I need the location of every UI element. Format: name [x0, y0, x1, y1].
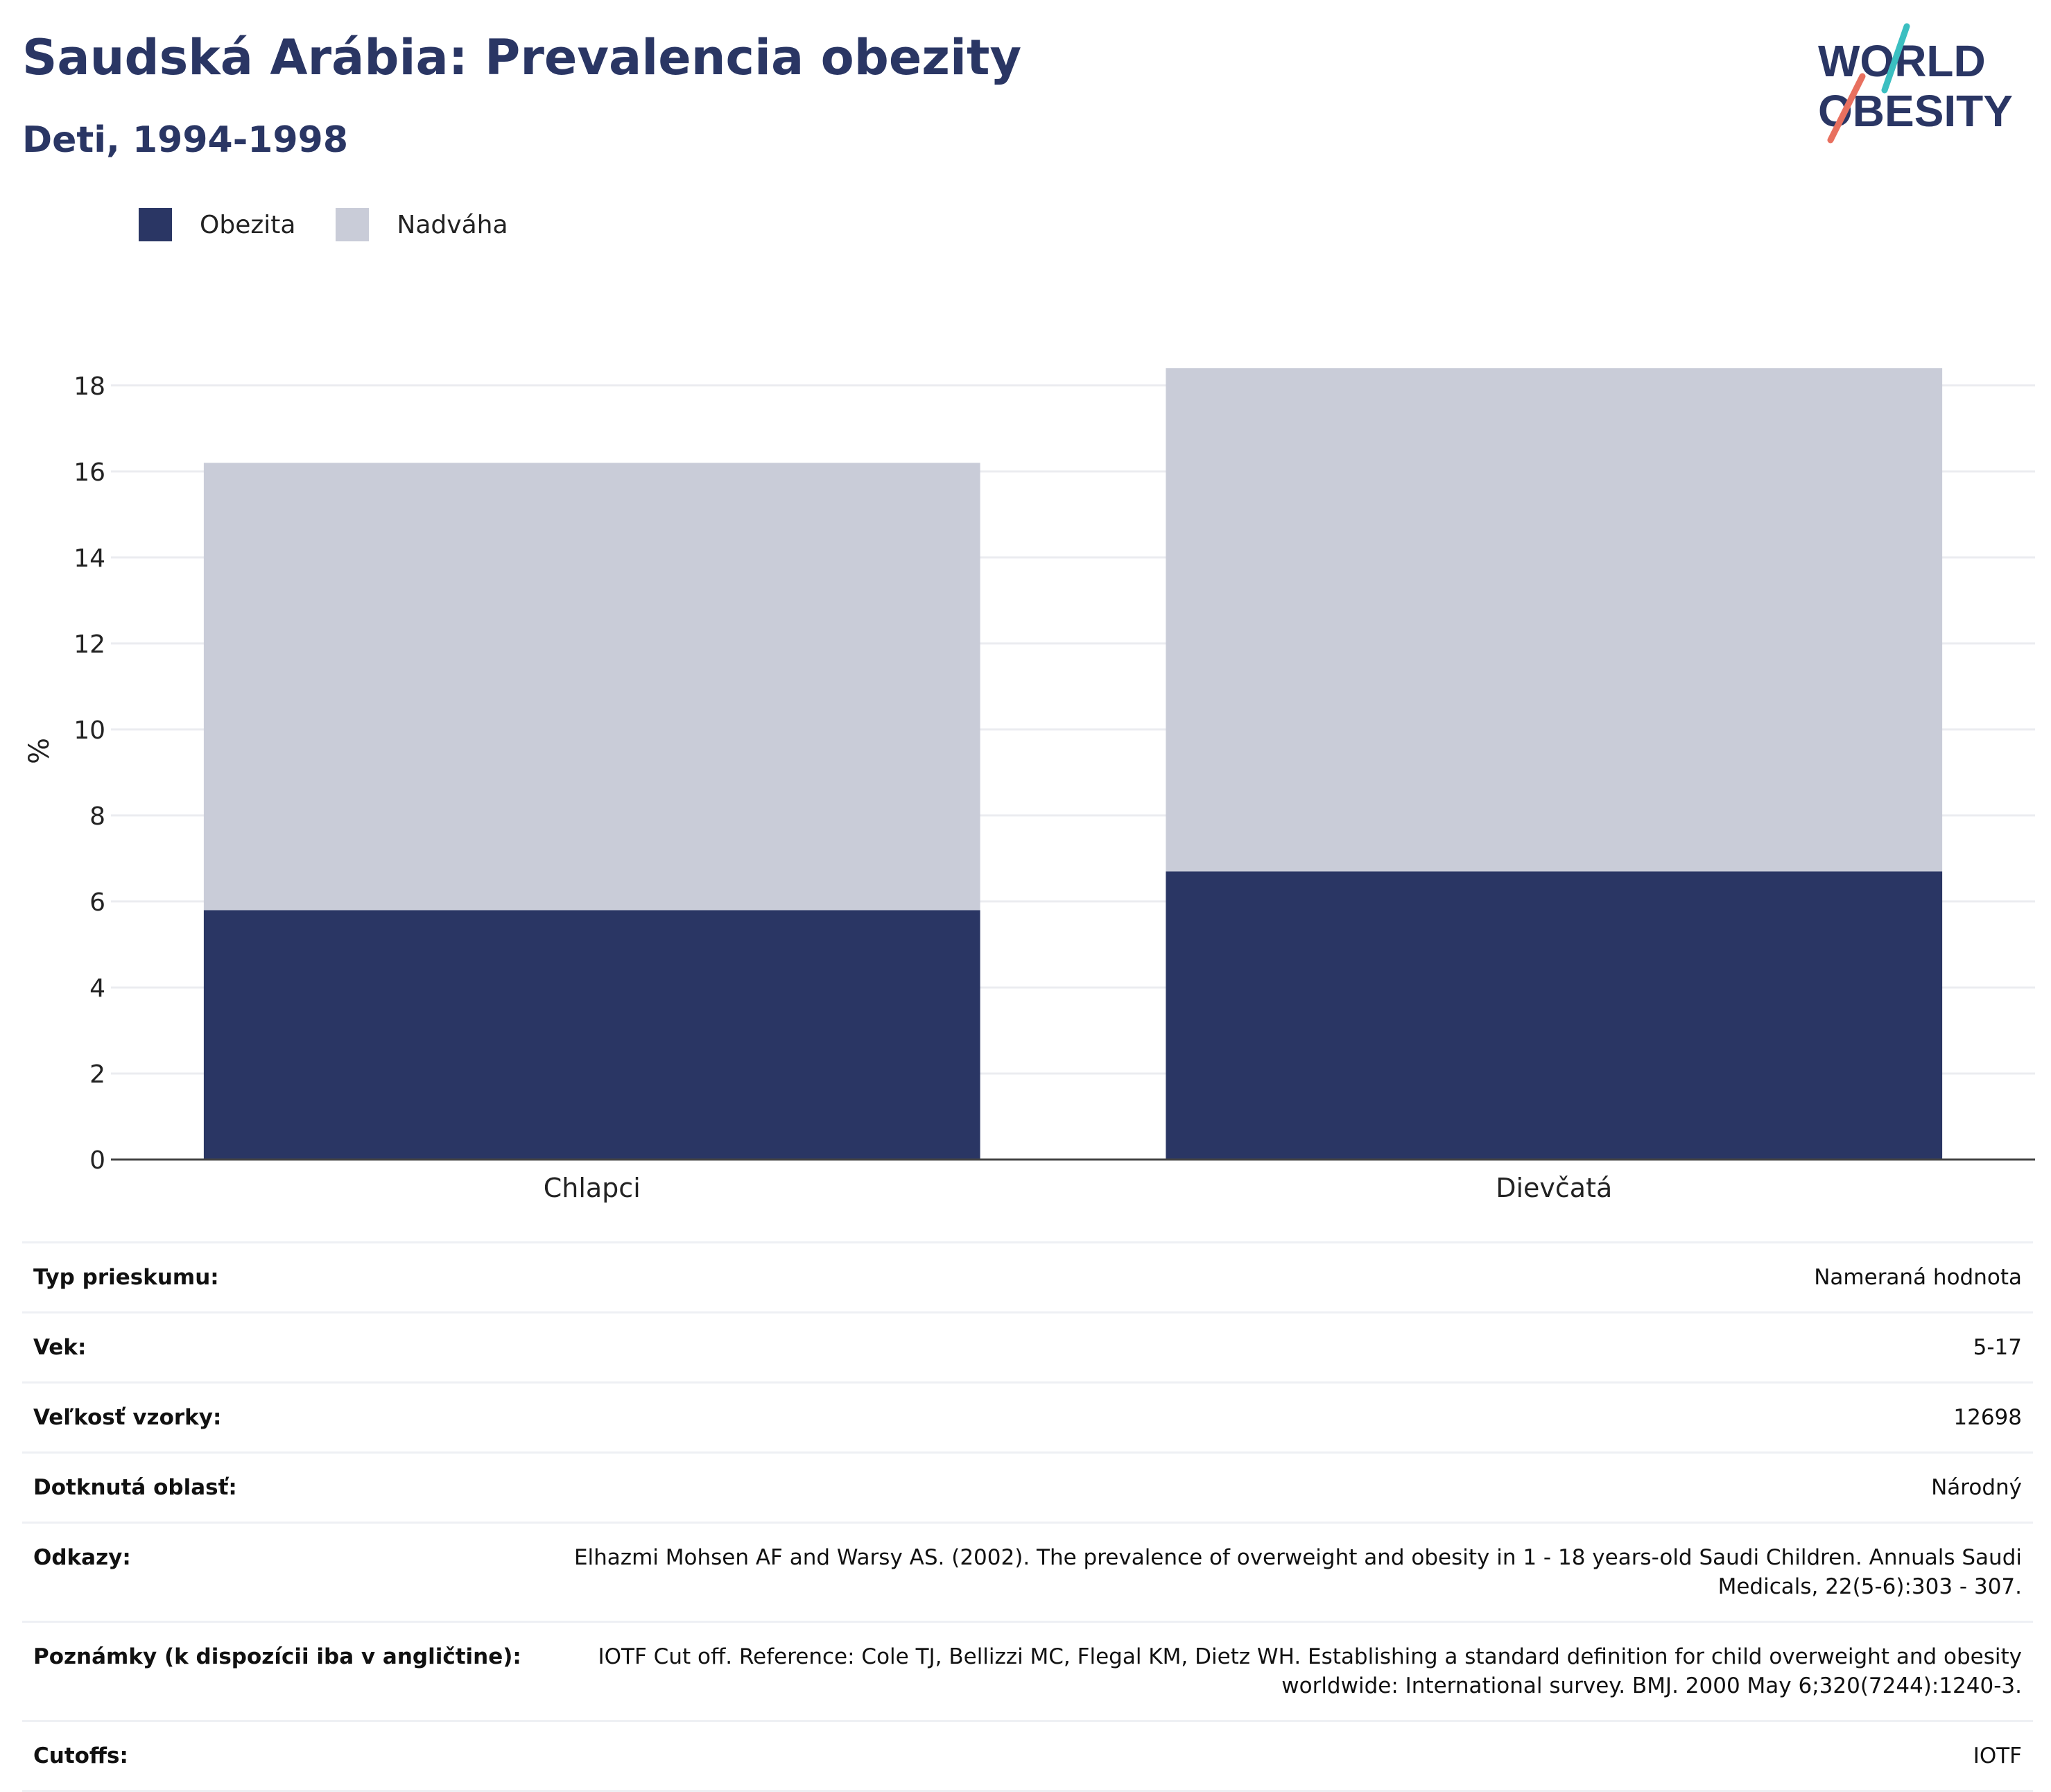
details-row: Dotknutá oblasť: Národný — [22, 1452, 2033, 1523]
bar-overweight-1 — [1166, 368, 1943, 872]
y-tick-label: 0 — [89, 1146, 105, 1175]
details-value: Národný — [1931, 1475, 2022, 1500]
x-tick-label: Chlapci — [544, 1173, 641, 1203]
legend-item-overweight[interactable]: Nadváha — [336, 208, 508, 241]
world-obesity-logo: WORLD OBESITY — [1818, 23, 2013, 144]
details-value: Nameraná hodnota — [1814, 1265, 2022, 1290]
details-value: Elhazmi Mohsen AF and Warsy AS. (2002). … — [573, 1545, 2022, 1599]
details-value: 12698 — [1953, 1405, 2022, 1430]
chart-subtitle: Deti, 1994-1998 — [22, 119, 349, 161]
y-tick-label: 16 — [73, 458, 105, 487]
details-row: Odkazy: Elhazmi Mohsen AF and Warsy AS. (… — [22, 1522, 2033, 1622]
chart-legend: Obezita Nadváha — [139, 207, 548, 243]
details-value: IOTF — [1973, 1743, 2022, 1768]
legend-label-obesity: Obezita — [200, 210, 296, 239]
y-tick-label: 14 — [73, 544, 105, 573]
details-label: Odkazy: — [33, 1545, 131, 1570]
details-value: 5-17 — [1973, 1335, 2022, 1360]
details-label: Typ prieskumu: — [33, 1265, 219, 1290]
details-row: Cutoffs: IOTF — [22, 1721, 2033, 1791]
details-label: Poznámky (k dispozícii iba v angličtine)… — [33, 1644, 521, 1669]
bar-chart: 0 2 4 6 8 10 12 14 16 18 Chlapci Dievčatá% — [24, 368, 2035, 1203]
y-tick-label: 6 — [89, 888, 105, 917]
survey-details-table: Typ prieskumu: Nameraná hodnota Vek: 5-17 Ve… — [22, 1241, 2033, 1792]
details-row: Typ prieskumu: Nameraná hodnota — [22, 1242, 2033, 1313]
x-tick-label: Dievčatá — [1496, 1173, 1612, 1203]
y-tick-label: 10 — [73, 716, 105, 745]
y-tick-label: 4 — [89, 974, 105, 1003]
details-row: Veľkosť vzorky: 12698 — [22, 1382, 2033, 1453]
bar-overweight-0 — [203, 463, 980, 911]
logo-teal-slash — [1881, 23, 1910, 94]
legend-label-overweight: Nadváha — [397, 210, 508, 239]
logo-coral-slash — [1827, 73, 1866, 144]
details-row: Poznámky (k dispozícii iba v angličtine)… — [22, 1621, 2033, 1721]
legend-swatch-overweight — [336, 208, 370, 241]
bar-obesity-0 — [203, 910, 980, 1160]
y-tick-label: 12 — [73, 630, 105, 659]
legend-item-obesity[interactable]: Obezita — [139, 208, 295, 241]
y-tick-label: 2 — [89, 1060, 105, 1089]
bar-obesity-1 — [1166, 871, 1943, 1160]
legend-swatch-obesity — [139, 208, 172, 241]
y-tick-label: 8 — [89, 802, 105, 831]
y-tick-label: 18 — [73, 372, 105, 401]
details-label: Cutoffs: — [33, 1743, 128, 1768]
details-value: IOTF Cut off. Reference: Cole TJ, Belliz… — [598, 1644, 2022, 1698]
details-row: Vek: 5-17 — [22, 1312, 2033, 1383]
details-label: Veľkosť vzorky: — [33, 1405, 222, 1430]
details-label: Vek: — [33, 1335, 87, 1360]
chart-title: Saudská Arábia: Prevalencia obezity — [22, 29, 1022, 86]
details-label: Dotknutá oblasť: — [33, 1475, 237, 1500]
y-axis-label: % — [24, 738, 55, 764]
